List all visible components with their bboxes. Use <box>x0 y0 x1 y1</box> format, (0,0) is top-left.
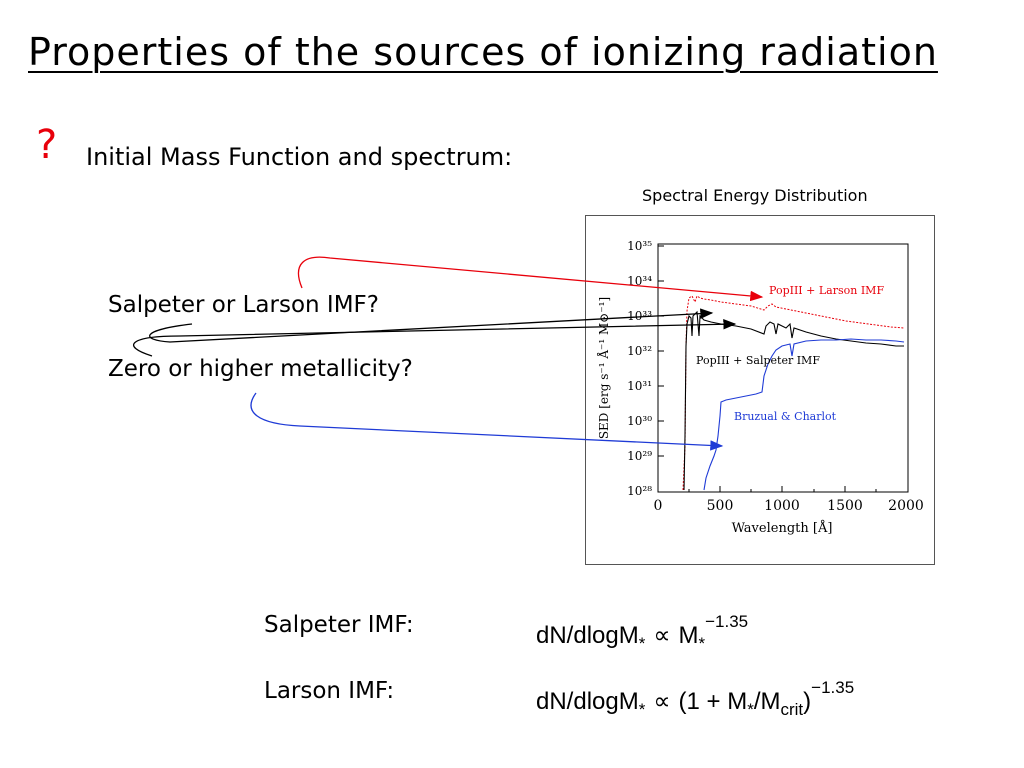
salpeter-curve <box>683 310 904 491</box>
question-mark-icon: ? <box>36 122 58 168</box>
exponent: −1.35 <box>811 678 855 697</box>
larson-imf-equation: dN/dlogM* ∝ (1 + M*/Mcrit)−1.35 <box>536 678 854 720</box>
equation-lhs: dN/dlogM <box>536 622 639 649</box>
salpeter-imf-equation: dN/dlogM* ∝ M*−1.35 <box>536 612 748 654</box>
question-metallicity: Zero or higher metallicity? <box>108 356 413 382</box>
y-axis-label: SED [erg s⁻¹ Å⁻¹ M⊙⁻¹] <box>596 297 611 439</box>
star-subscript: * <box>638 634 646 653</box>
sed-plot: 10³⁵ 10³⁴ 10³³ 10³² 10³¹ 10³⁰ 10²⁹ 10²⁸ … <box>596 239 924 536</box>
figure-caption: Spectral Energy Distribution <box>642 186 868 205</box>
x-tick-label: 1500 <box>827 498 863 514</box>
arrow-to-salpeter-2 <box>132 319 737 357</box>
page-title: Properties of the sources of ionizing ra… <box>28 30 938 74</box>
larson-imf-label: Larson IMF: <box>264 678 395 704</box>
proportional-symbol: ∝ <box>653 688 671 715</box>
arrow-to-bruzual <box>250 392 724 451</box>
y-tick-label: 10²⁸ <box>627 484 652 498</box>
y-tick-label: 10³⁰ <box>627 414 652 428</box>
equation-slash: /M <box>753 688 781 715</box>
salpeter-imf-label: Salpeter IMF: <box>264 612 414 638</box>
star-subscript: * <box>698 634 706 653</box>
sed-figure: 10³⁵ 10³⁴ 10³³ 10³² 10³¹ 10³⁰ 10²⁹ 10²⁸ … <box>585 215 935 565</box>
equation-rhs: M <box>678 622 699 649</box>
bruzual-charlot-label: Bruzual & Charlot <box>734 410 837 423</box>
x-tick-label: 2000 <box>888 498 924 514</box>
y-tick-label: 10³¹ <box>627 379 652 393</box>
x-tick-label: 0 <box>654 498 663 514</box>
star-subscript: * <box>747 700 754 719</box>
plot-frame <box>657 243 909 493</box>
x-tick-label: 500 <box>707 498 734 514</box>
proportional-symbol: ∝ <box>653 622 671 649</box>
salpeter-curve-label: PopIII + Salpeter IMF <box>696 354 820 367</box>
x-ticks <box>688 486 877 492</box>
x-tick-label: 1000 <box>764 498 800 514</box>
x-tick-labels: 0 500 1000 1500 2000 <box>654 498 924 514</box>
y-tick-label: 10²⁹ <box>627 449 652 463</box>
y-tick-label: 10³² <box>627 344 652 358</box>
exponent: −1.35 <box>705 612 749 631</box>
arrow-to-salpeter-1 <box>149 308 714 343</box>
y-tick-labels: 10³⁵ 10³⁴ 10³³ 10³² 10³¹ 10³⁰ 10²⁹ 10²⁸ <box>627 239 652 498</box>
arrow-to-larson <box>297 256 764 302</box>
y-tick-label: 10³⁴ <box>627 274 652 288</box>
larson-curve <box>682 295 905 491</box>
equation-lhs: dN/dlogM <box>536 688 639 715</box>
equation-close: ) <box>803 688 812 715</box>
y-tick-label: 10³⁵ <box>627 239 652 253</box>
larson-curve-label: PopIII + Larson IMF <box>769 284 884 297</box>
x-axis-label: Wavelength [Å] <box>732 520 833 536</box>
equation-open: (1 + M <box>678 688 748 715</box>
y-tick-label: 10³³ <box>627 309 652 323</box>
bullet-text: Initial Mass Function and spectrum: <box>86 143 513 171</box>
star-subscript: * <box>638 700 646 719</box>
question-imf: Salpeter or Larson IMF? <box>108 292 379 318</box>
crit-subscript: crit <box>780 700 804 719</box>
